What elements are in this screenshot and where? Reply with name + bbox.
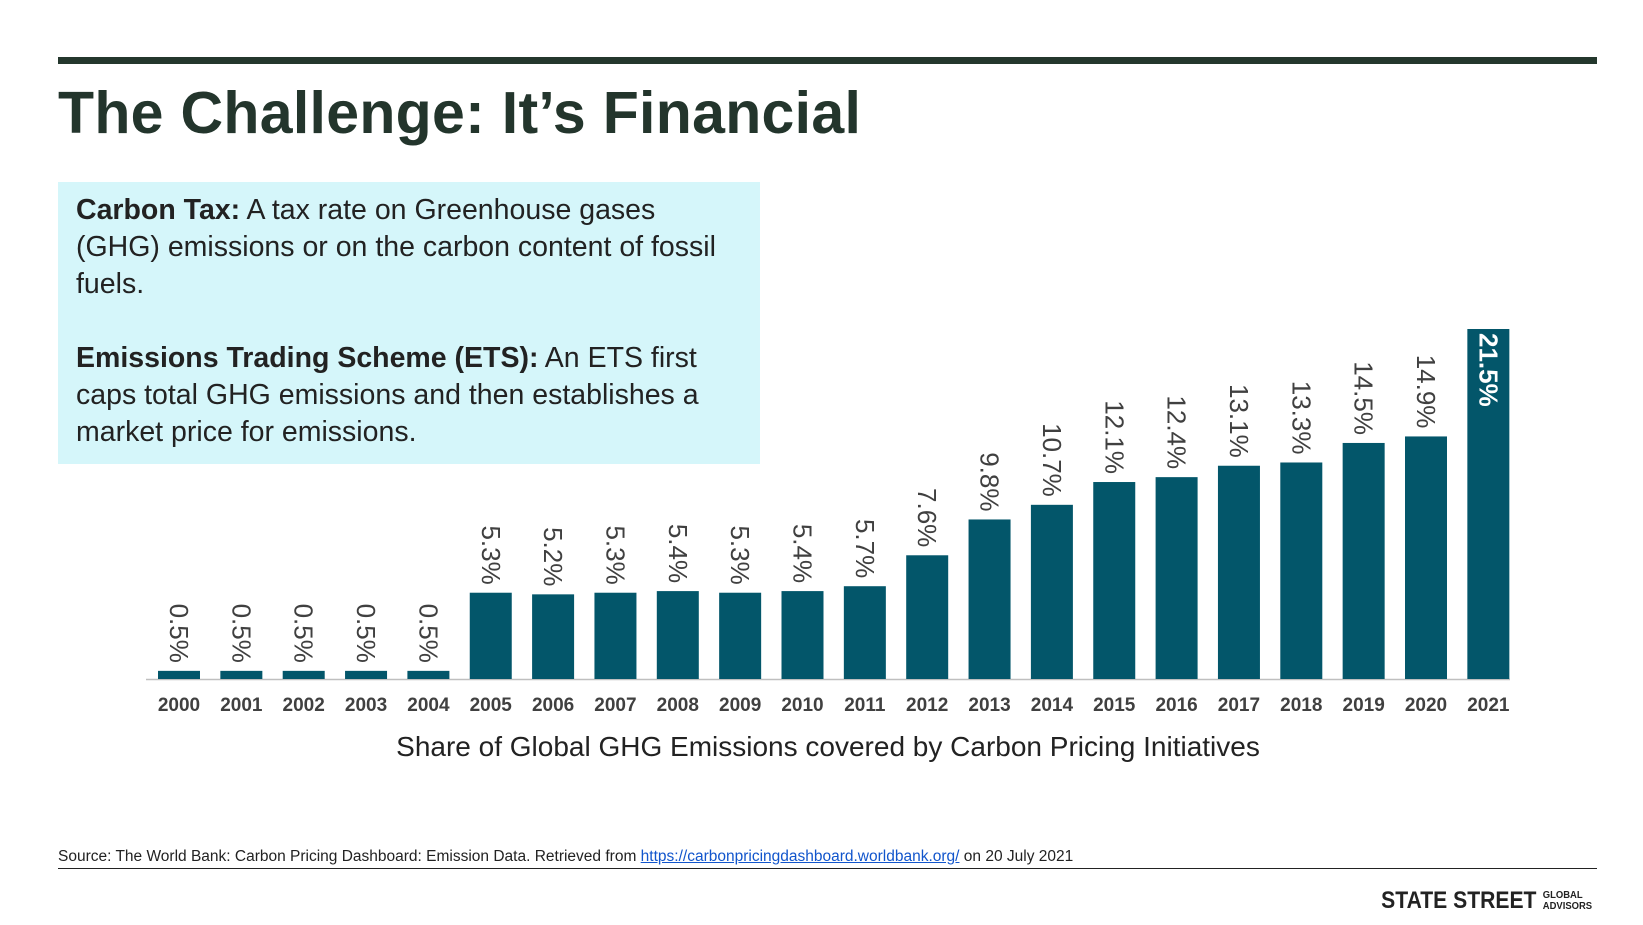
data-label: 7.6% [912,488,942,547]
bar-2006 [532,594,575,679]
data-label: 13.3% [1286,381,1316,455]
x-tick-label: 2021 [1467,695,1510,716]
bar-2014 [1030,504,1073,679]
data-label: 0.5% [164,604,194,663]
x-tick-label: 2012 [906,695,948,716]
data-label: 21.5% [1473,333,1503,407]
bar-2005 [469,592,512,679]
data-label: 0.5% [413,604,443,663]
bottom-rule [58,868,1597,869]
data-label: 5.3% [600,525,630,584]
x-tick-label: 2006 [532,695,574,716]
logo-subtitle-line1: GLOBAL [1542,889,1583,901]
bar-2016 [1155,477,1198,679]
x-tick-label: 2000 [158,695,200,716]
source-note: Source: The World Bank: Carbon Pricing D… [58,848,1073,866]
x-tick-label: 2002 [283,695,325,716]
data-label: 12.4% [1162,395,1192,469]
bar-2000 [158,670,200,679]
x-tick-label: 2016 [1155,695,1197,716]
data-label: 5.3% [476,525,506,584]
x-tick-label: 2009 [719,695,761,716]
source-prefix: Source: The World Bank: Carbon Pricing D… [58,848,641,865]
x-tick-label: 2018 [1280,695,1322,716]
data-label: 5.2% [538,527,568,586]
bar-2003 [345,670,388,679]
source-suffix: on 20 July 2021 [959,848,1074,865]
x-tick-label: 2017 [1218,695,1260,716]
bar-2001 [220,670,263,679]
data-label: 10.7% [1037,423,1067,497]
logo-wordmark: STATE STREET [1380,887,1537,914]
data-label: 14.5% [1349,361,1379,435]
data-label: 14.9% [1411,355,1441,429]
data-label: 0.5% [351,604,381,663]
data-label: 0.5% [289,604,319,663]
data-label: 9.8% [975,452,1005,511]
definition-term: Carbon Tax: [76,194,241,226]
bar-2010 [781,591,824,679]
data-label: 13.1% [1224,384,1254,458]
source-link[interactable]: https://carbonpricingdashboard.worldbank… [640,848,960,865]
bar-2020 [1405,436,1447,679]
x-axis-title: Share of Global GHG Emissions covered by… [396,731,1260,762]
x-tick-label: 2008 [657,695,699,716]
bar-2018 [1280,462,1323,679]
bar-2015 [1093,482,1136,679]
bar-2004 [407,670,450,679]
x-tick-label: 2001 [220,695,263,716]
x-tick-label: 2014 [1031,695,1074,716]
x-tick-label: 2004 [407,695,450,716]
bar-2019 [1342,442,1385,679]
x-tick-label: 2007 [594,695,636,716]
slide-title: The Challenge: It’s Financial [58,80,862,146]
x-tick-label: 2013 [968,695,1010,716]
bar-2008 [656,591,699,679]
top-rule [58,57,1597,64]
definition-text: A tax rate on Greenhouse gases (GHG) emi… [76,194,716,300]
state-street-logo: STATE STREET GLOBAL ADVISORS [1360,887,1595,915]
data-label: 0.5% [226,604,256,663]
data-label: 5.4% [788,524,818,583]
bar-2021 [1467,329,1510,679]
data-label: 5.4% [663,524,693,583]
definition-carbon-tax: Carbon Tax: A tax rate on Greenhouse gas… [76,192,742,303]
definition-ets: Emissions Trading Scheme (ETS): An ETS f… [76,340,742,451]
definition-text: An ETS first caps total GHG emissions an… [76,342,699,448]
bar-2007 [594,592,637,679]
x-tick-label: 2010 [781,695,823,716]
data-label: 12.1% [1099,400,1129,474]
x-tick-label: 2011 [844,695,886,716]
definition-box: Carbon Tax: A tax rate on Greenhouse gas… [58,182,760,464]
logo-subtitle-line2: ADVISORS [1542,900,1593,912]
bar-2017 [1217,465,1260,679]
bar-2009 [719,592,762,679]
data-label: 5.7% [850,519,880,578]
bar-2002 [282,670,325,679]
bar-chart: 2000 0.5% 2001 0.5% 2002 0.5% 2003 0.5% 2004 0.5%… [146,329,1510,762]
bar-2011 [843,586,886,679]
bar-2012 [906,555,949,679]
definition-term: Emissions Trading Scheme (ETS): [76,342,539,374]
x-tick-label: 2005 [470,695,513,716]
data-label: 5.3% [725,525,755,584]
logo-subtitle: GLOBAL ADVISORS [1543,890,1592,912]
x-tick-label: 2015 [1093,695,1136,716]
bar-2013 [968,519,1011,679]
x-tick-label: 2020 [1405,695,1447,716]
x-tick-label: 2003 [345,695,387,716]
x-tick-label: 2019 [1343,695,1385,716]
